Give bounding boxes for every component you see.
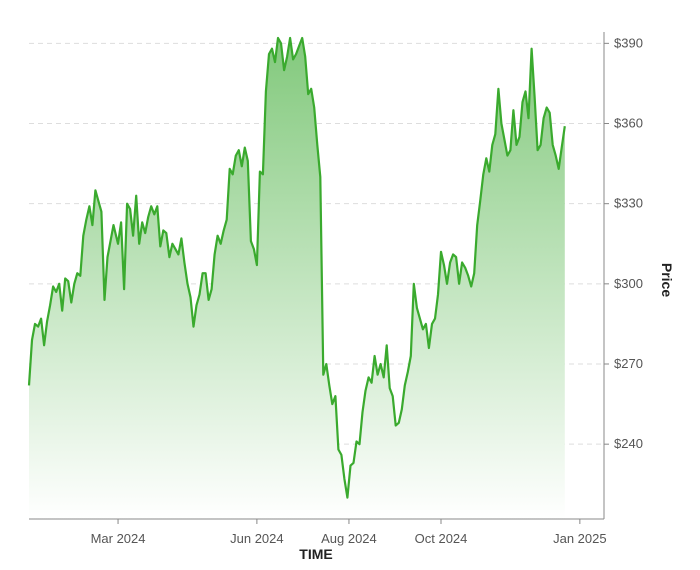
y-tick-label: $390 <box>614 35 643 50</box>
x-tick-label: Jan 2025 <box>553 531 607 546</box>
x-tick-label: Mar 2024 <box>91 531 146 546</box>
x-tick-label: Jun 2024 <box>230 531 284 546</box>
y-tick-label: $240 <box>614 436 643 451</box>
y-tick-label: $360 <box>614 116 643 131</box>
y-axis-title: Price <box>659 263 675 297</box>
y-tick-label: $300 <box>614 276 643 291</box>
y-axis-ticks: $240 $270 $300 $330 $360 $390 <box>604 35 643 451</box>
y-tick-label: $270 <box>614 356 643 371</box>
y-tick-label: $330 <box>614 196 643 211</box>
price-area-fill <box>29 38 565 519</box>
x-tick-label: Aug 2024 <box>321 531 377 546</box>
x-tick-label: Oct 2024 <box>415 531 468 546</box>
price-line <box>27 36 566 499</box>
x-axis-ticks: Mar 2024 Jun 2024 Aug 2024 Oct 2024 Jan 2025 <box>91 519 607 546</box>
x-axis-title: TIME <box>299 546 332 562</box>
